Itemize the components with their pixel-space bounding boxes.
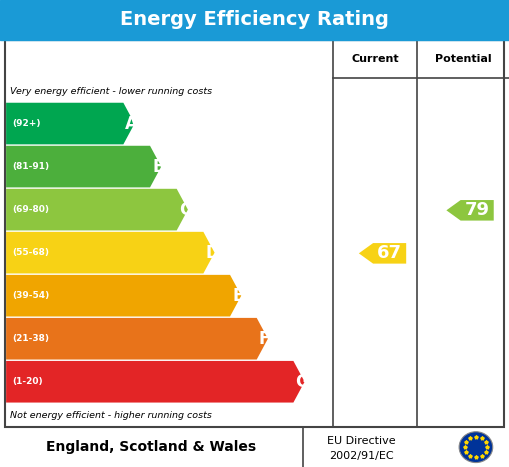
Text: (39-54): (39-54) — [13, 291, 50, 300]
Polygon shape — [6, 103, 134, 144]
Bar — [5, 40, 504, 427]
Text: England, Scotland & Wales: England, Scotland & Wales — [46, 440, 257, 454]
Text: (21-38): (21-38) — [13, 334, 50, 343]
Polygon shape — [6, 318, 268, 360]
Polygon shape — [6, 275, 241, 317]
Text: C: C — [179, 201, 191, 219]
Text: A: A — [125, 114, 138, 133]
Text: D: D — [206, 244, 219, 262]
Polygon shape — [359, 243, 406, 263]
Circle shape — [459, 432, 493, 462]
Polygon shape — [6, 361, 304, 403]
Text: Potential: Potential — [435, 54, 492, 64]
Text: (55-68): (55-68) — [13, 248, 50, 257]
Text: (1-20): (1-20) — [13, 377, 43, 386]
Text: (92+): (92+) — [13, 119, 41, 128]
Text: EU Directive: EU Directive — [327, 436, 395, 446]
Text: 67: 67 — [377, 244, 402, 262]
Text: E: E — [232, 287, 243, 304]
Polygon shape — [6, 232, 215, 274]
Text: Not energy efficient - higher running costs: Not energy efficient - higher running co… — [10, 411, 212, 420]
Text: B: B — [152, 157, 165, 176]
Text: Current: Current — [352, 54, 400, 64]
Polygon shape — [446, 200, 494, 220]
Bar — [0, 0, 509, 40]
Text: F: F — [259, 330, 270, 348]
Text: 79: 79 — [465, 201, 490, 219]
Text: (69-80): (69-80) — [13, 205, 50, 214]
Text: G: G — [295, 373, 309, 391]
Text: (81-91): (81-91) — [13, 162, 50, 171]
Polygon shape — [6, 189, 188, 230]
Text: Energy Efficiency Rating: Energy Efficiency Rating — [120, 10, 389, 29]
Text: Very energy efficient - lower running costs: Very energy efficient - lower running co… — [10, 86, 212, 96]
Polygon shape — [6, 146, 161, 187]
Text: 2002/91/EC: 2002/91/EC — [329, 451, 393, 461]
